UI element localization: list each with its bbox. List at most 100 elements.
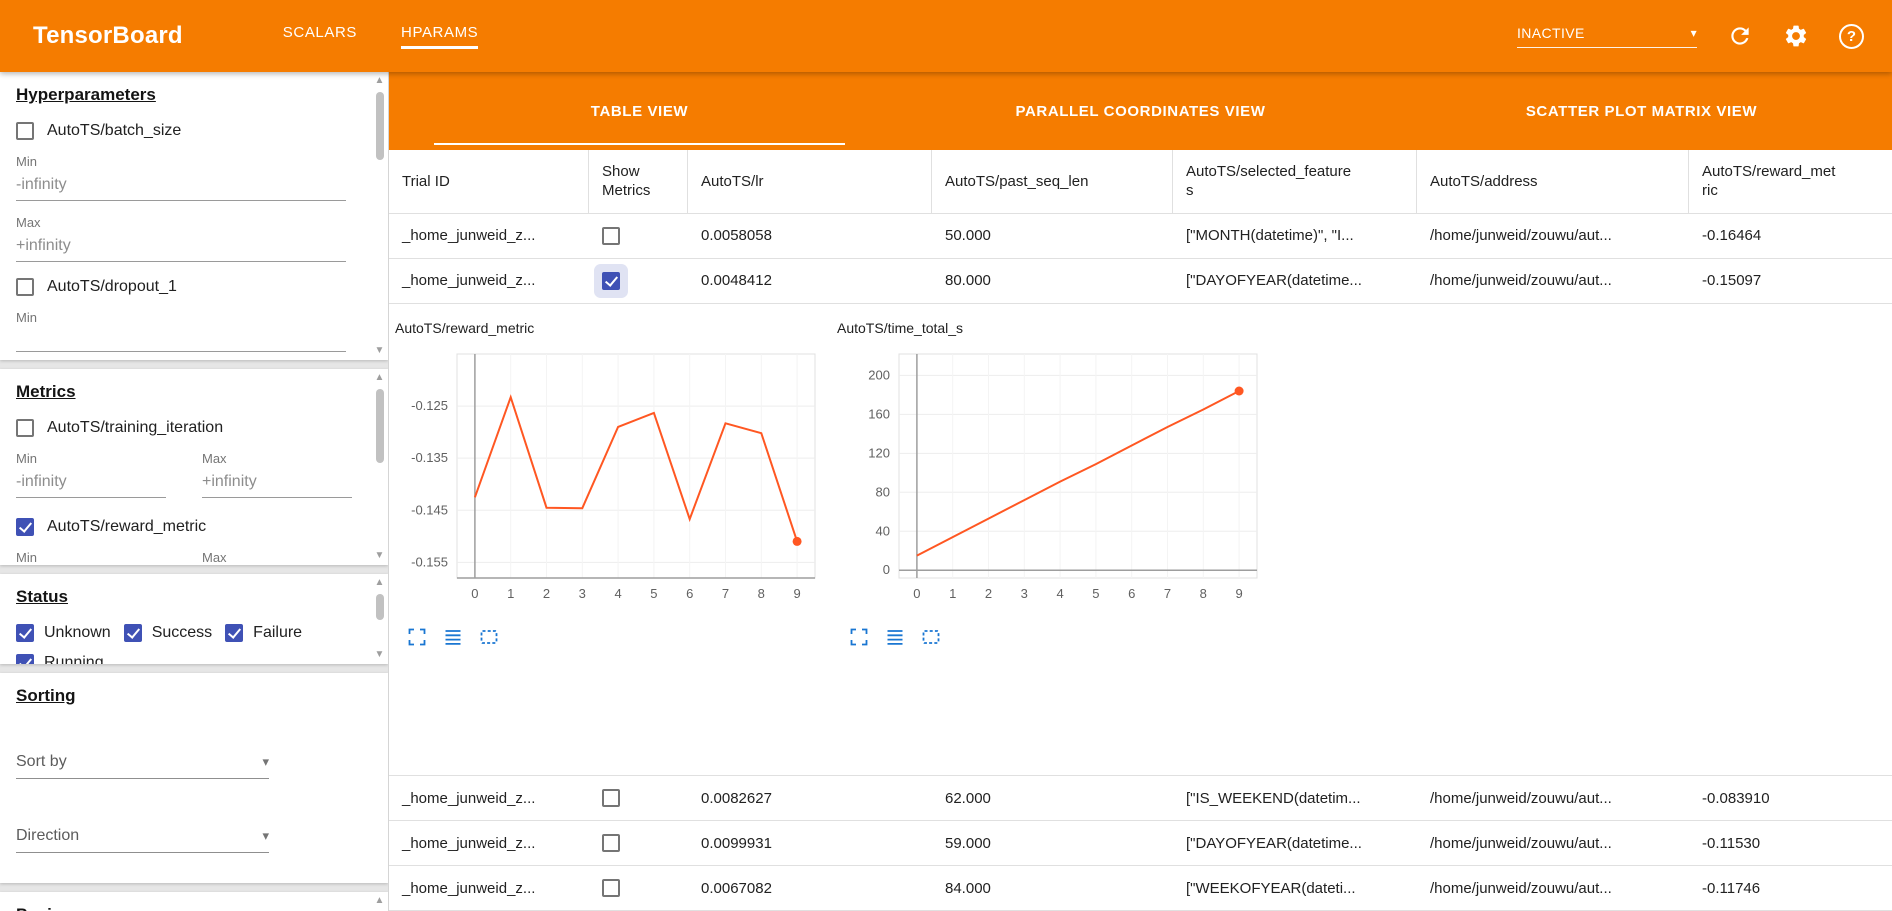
address-cell: /home/junweid/zouwu/aut... bbox=[1430, 789, 1612, 807]
metric-item-reward-metric[interactable]: AutoTS/reward_metric bbox=[16, 518, 372, 536]
scroll-up-icon[interactable]: ▲ bbox=[374, 75, 385, 86]
scrollbar-thumb[interactable] bbox=[375, 389, 384, 463]
reload-status-select[interactable]: INACTIVE ▾ bbox=[1517, 25, 1697, 48]
unknown-checkbox[interactable] bbox=[16, 624, 34, 642]
svg-text:1: 1 bbox=[949, 586, 956, 601]
min-input[interactable] bbox=[16, 332, 346, 352]
scroll-up-icon[interactable]: ▲ bbox=[374, 372, 385, 383]
chart-title: AutoTS/time_total_s bbox=[837, 319, 964, 336]
show-metrics-cell bbox=[589, 259, 688, 303]
svg-text:2: 2 bbox=[985, 586, 992, 601]
help-icon[interactable]: ? bbox=[1839, 23, 1864, 49]
min-label: Min bbox=[16, 154, 37, 169]
tab-table-view[interactable]: TABLE VIEW bbox=[389, 72, 890, 150]
status-title: Status bbox=[16, 587, 68, 606]
reward-metric-checkbox[interactable] bbox=[16, 518, 34, 536]
dropout-checkbox[interactable] bbox=[16, 278, 34, 296]
direction-select[interactable]: Direction ▾ bbox=[16, 827, 269, 853]
scrollbar[interactable]: ▲ bbox=[373, 895, 386, 911]
selected-features-cell: ["MONTH(datetime)", "I... bbox=[1186, 227, 1354, 245]
selected-features-cell: ["WEEKOFYEAR(dateti... bbox=[1186, 879, 1356, 897]
status-item-success[interactable]: Success bbox=[123, 624, 212, 642]
max-field: Max +infinity bbox=[16, 215, 372, 262]
zoom-select-icon[interactable] bbox=[479, 627, 499, 647]
min-input[interactable]: -infinity bbox=[16, 176, 346, 201]
tab-hparams[interactable]: HPARAMS bbox=[379, 24, 500, 49]
reward-metric-line-chart: -0.125 -0.135 -0.145 -0.155 0 1 2 3 4 5 6 7 8 9 bbox=[411, 353, 816, 601]
batch-size-checkbox[interactable] bbox=[16, 122, 34, 140]
scrollbar[interactable]: ▲ ▼ bbox=[373, 372, 386, 562]
table-row[interactable]: _home_junweid_z... 0.0082627 62.000 ["IS… bbox=[389, 776, 1892, 821]
hyperparameters-title: Hyperparameters bbox=[16, 85, 156, 104]
show-metrics-checkbox[interactable] bbox=[602, 226, 620, 245]
fullscreen-icon[interactable] bbox=[849, 627, 869, 647]
table-row[interactable]: _home_junweid_z... 0.0058058 50.000 ["MO… bbox=[389, 214, 1892, 259]
failure-checkbox[interactable] bbox=[225, 624, 244, 642]
col-lr: AutoTS/lr bbox=[688, 150, 932, 213]
app-header: TensorBoard SCALARS HPARAMS INACTIVE ▾ ? bbox=[0, 0, 1892, 72]
show-metrics-checkbox[interactable] bbox=[602, 271, 620, 290]
max-label: Max bbox=[16, 215, 41, 230]
scroll-down-icon[interactable]: ▼ bbox=[374, 649, 385, 660]
scroll-up-icon[interactable]: ▲ bbox=[374, 895, 385, 906]
status-item-unknown[interactable]: Unknown bbox=[16, 624, 111, 642]
table-row[interactable]: _home_junweid_z... 0.0067082 84.000 ["WE… bbox=[389, 866, 1892, 911]
min-label: Min bbox=[16, 550, 37, 565]
scrollbar[interactable]: ▲ ▼ bbox=[373, 577, 386, 661]
success-checkbox[interactable] bbox=[123, 624, 142, 642]
hparam-item-dropout[interactable]: AutoTS/dropout_1 bbox=[16, 278, 372, 296]
gear-icon[interactable] bbox=[1783, 23, 1809, 49]
show-metrics-cell bbox=[589, 866, 688, 910]
svg-text:6: 6 bbox=[686, 586, 693, 601]
tab-scatter-plot-matrix-view[interactable]: SCATTER PLOT MATRIX VIEW bbox=[1391, 72, 1892, 150]
scroll-down-icon[interactable]: ▼ bbox=[374, 550, 385, 561]
address-cell: /home/junweid/zouwu/aut... bbox=[1430, 227, 1612, 245]
selected-features-cell: ["DAYOFYEAR(datetime... bbox=[1186, 834, 1362, 852]
show-metrics-checkbox[interactable] bbox=[602, 789, 620, 807]
address-cell: /home/junweid/zouwu/aut... bbox=[1430, 879, 1612, 897]
training-iteration-checkbox[interactable] bbox=[16, 419, 34, 437]
top-nav: SCALARS HPARAMS bbox=[261, 0, 501, 72]
past-seq-len-cell: 62.000 bbox=[945, 789, 991, 807]
data-view-icon[interactable] bbox=[885, 627, 905, 647]
sidebar: Hyperparameters AutoTS/batch_size Min -i… bbox=[0, 72, 389, 911]
scroll-up-icon[interactable]: ▲ bbox=[374, 577, 385, 588]
status-filter-row: Unknown Success Failure Running bbox=[16, 624, 356, 664]
scrollbar[interactable]: ▲ ▼ bbox=[373, 75, 386, 357]
tab-parallel-coordinates-view[interactable]: PARALLEL COORDINATES VIEW bbox=[890, 72, 1391, 150]
scrollbar-thumb[interactable] bbox=[375, 92, 384, 160]
svg-text:200: 200 bbox=[868, 367, 890, 382]
sort-by-select[interactable]: Sort by ▾ bbox=[16, 753, 269, 779]
status-item-running[interactable]: Running bbox=[16, 654, 104, 664]
trial-id-cell: _home_junweid_z... bbox=[402, 879, 536, 897]
svg-text:3: 3 bbox=[1021, 586, 1028, 601]
zoom-select-icon[interactable] bbox=[921, 627, 941, 647]
status-item-failure[interactable]: Failure bbox=[225, 624, 302, 642]
min-input[interactable]: -infinity bbox=[16, 473, 166, 498]
svg-text:0: 0 bbox=[913, 586, 920, 601]
view-tabs: TABLE VIEW PARALLEL COORDINATES VIEW SCA… bbox=[389, 72, 1892, 150]
svg-text:4: 4 bbox=[614, 586, 621, 601]
reward-metric-chart-block: AutoTS/reward_metric -0.125 -0.135 -0.145-… bbox=[393, 320, 835, 647]
data-view-icon[interactable] bbox=[443, 627, 463, 647]
show-metrics-checkbox[interactable] bbox=[602, 879, 620, 897]
scroll-down-icon[interactable]: ▼ bbox=[374, 345, 385, 356]
fullscreen-icon[interactable] bbox=[407, 627, 427, 647]
trial-id-cell: _home_junweid_z... bbox=[402, 789, 536, 807]
direction-label: Direction bbox=[16, 827, 80, 844]
tab-scalars[interactable]: SCALARS bbox=[261, 24, 379, 49]
max-input[interactable]: +infinity bbox=[202, 473, 352, 498]
trial-id-cell: _home_junweid_z... bbox=[402, 834, 536, 852]
scrollbar-thumb[interactable] bbox=[375, 594, 384, 620]
refresh-icon[interactable] bbox=[1727, 23, 1753, 49]
table-row[interactable]: _home_junweid_z... 0.0048412 80.000 ["DA… bbox=[389, 259, 1892, 304]
table-row[interactable]: _home_junweid_z... 0.0099931 59.000 ["DA… bbox=[389, 821, 1892, 866]
max-input[interactable]: +infinity bbox=[16, 237, 346, 262]
hparam-item-batch-size[interactable]: AutoTS/batch_size bbox=[16, 122, 372, 140]
running-checkbox[interactable] bbox=[16, 654, 34, 664]
address-cell: /home/junweid/zouwu/aut... bbox=[1430, 834, 1612, 852]
main-area: TABLE VIEW PARALLEL COORDINATES VIEW SCA… bbox=[389, 72, 1892, 911]
show-metrics-checkbox[interactable] bbox=[602, 834, 620, 852]
metric-item-training-iteration[interactable]: AutoTS/training_iteration bbox=[16, 419, 372, 437]
